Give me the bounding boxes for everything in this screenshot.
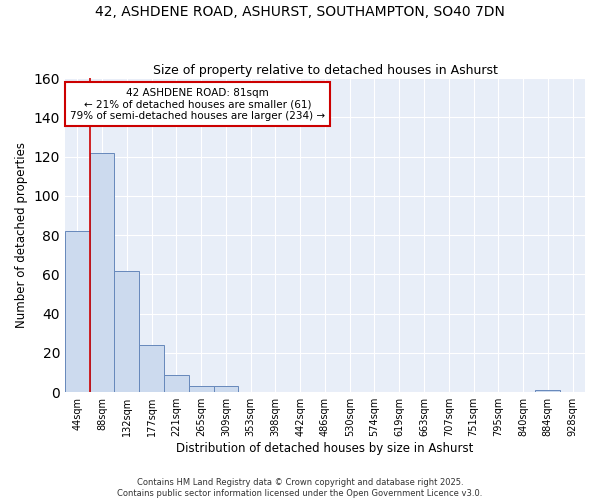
Bar <box>164 374 189 392</box>
Text: 42, ASHDENE ROAD, ASHURST, SOUTHAMPTON, SO40 7DN: 42, ASHDENE ROAD, ASHURST, SOUTHAMPTON, … <box>95 5 505 19</box>
Y-axis label: Number of detached properties: Number of detached properties <box>15 142 28 328</box>
Bar <box>89 153 115 392</box>
Text: Contains HM Land Registry data © Crown copyright and database right 2025.
Contai: Contains HM Land Registry data © Crown c… <box>118 478 482 498</box>
Bar <box>535 390 560 392</box>
X-axis label: Distribution of detached houses by size in Ashurst: Distribution of detached houses by size … <box>176 442 473 455</box>
Title: Size of property relative to detached houses in Ashurst: Size of property relative to detached ho… <box>152 64 497 77</box>
Bar <box>189 386 214 392</box>
Bar <box>115 270 139 392</box>
Bar <box>214 386 238 392</box>
Text: 42 ASHDENE ROAD: 81sqm
← 21% of detached houses are smaller (61)
79% of semi-det: 42 ASHDENE ROAD: 81sqm ← 21% of detached… <box>70 88 325 121</box>
Bar <box>65 232 89 392</box>
Bar <box>139 345 164 392</box>
